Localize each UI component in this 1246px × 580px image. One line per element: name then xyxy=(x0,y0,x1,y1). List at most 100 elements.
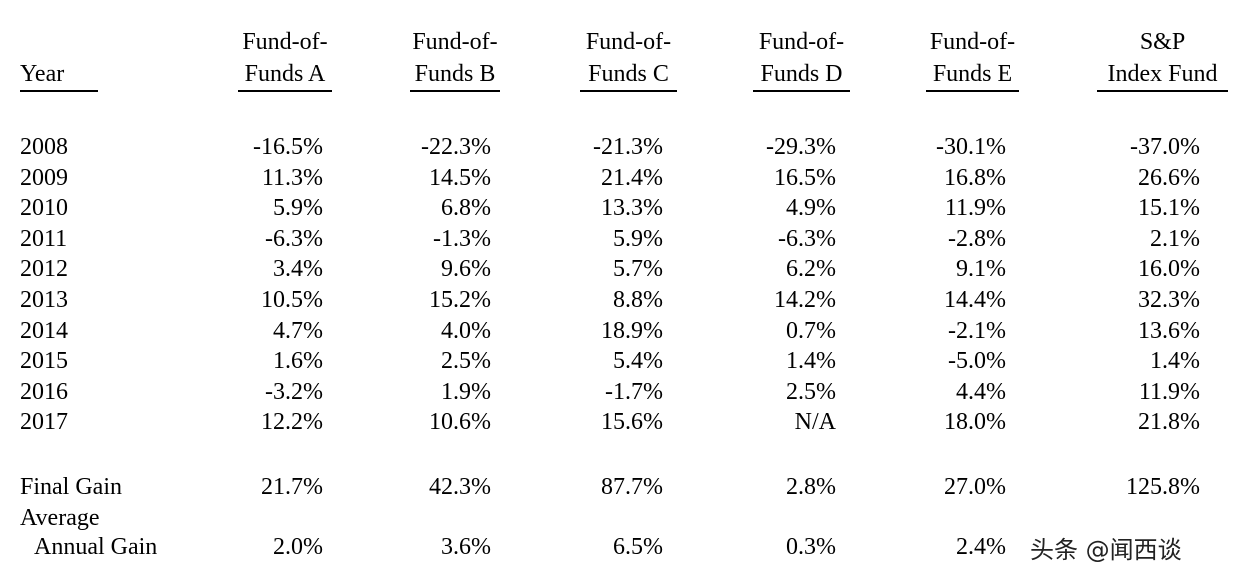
header-line xyxy=(20,26,98,58)
cell: 18.9% xyxy=(601,317,663,344)
cell: 6.2% xyxy=(786,256,836,283)
cell: -29.3% xyxy=(766,134,836,160)
cell: 2.5% xyxy=(441,348,491,375)
watermark: 头条 @闻西谈 xyxy=(1030,536,1182,564)
header-line: Funds D xyxy=(760,61,843,87)
row-label: Annual Gain xyxy=(34,534,158,560)
cell: 11.9% xyxy=(1138,378,1200,405)
column-header: Fund-of- Funds B xyxy=(410,26,500,92)
row-label: Final Gain xyxy=(20,474,122,500)
column-header: Fund-of- Funds C xyxy=(580,26,677,92)
cell: 2.5% xyxy=(786,378,836,405)
cell: 27.0% xyxy=(944,474,1006,500)
header-line: Funds C xyxy=(588,61,669,87)
row-label: 2009 xyxy=(20,164,68,191)
cell: 1.4% xyxy=(1150,348,1200,375)
cell: 15.6% xyxy=(601,409,663,436)
cell: 14.5% xyxy=(429,164,491,191)
header-line: Index Fund xyxy=(1107,61,1218,87)
cell: 32.3% xyxy=(1138,287,1200,313)
cell: -6.3% xyxy=(265,225,323,252)
header-line: Fund-of- xyxy=(929,29,1016,55)
row-label: 2015 xyxy=(20,348,68,375)
row-label: 2013 xyxy=(20,287,68,313)
cell: -37.0% xyxy=(1130,134,1200,160)
row-label: 2014 xyxy=(20,317,68,344)
cell: 14.2% xyxy=(774,287,836,313)
header-line: Funds B xyxy=(414,61,496,87)
cell: 15.2% xyxy=(429,287,491,313)
cell: 4.7% xyxy=(273,317,323,344)
cell: 8.8% xyxy=(613,287,663,313)
cell: 4.4% xyxy=(956,378,1006,405)
cell: -1.3% xyxy=(433,225,491,252)
cell: 26.6% xyxy=(1138,164,1200,191)
header-line: Funds A xyxy=(244,61,326,87)
row-label: Average xyxy=(20,505,100,531)
header-line: Funds E xyxy=(932,61,1013,87)
row-label: 2011 xyxy=(20,225,68,252)
cell: 1.4% xyxy=(786,348,836,375)
cell: 1.6% xyxy=(273,348,323,375)
cell: 13.6% xyxy=(1138,317,1200,344)
cell: 5.4% xyxy=(613,348,663,375)
cell: 9.1% xyxy=(956,256,1006,283)
cell: 21.7% xyxy=(261,474,323,500)
cell: 5.9% xyxy=(273,195,323,222)
cell: 10.6% xyxy=(429,409,491,436)
cell: 14.4% xyxy=(944,287,1006,313)
header-line: Year xyxy=(20,61,65,87)
cell: 18.0% xyxy=(944,409,1006,436)
cell: 12.2% xyxy=(261,409,323,436)
column-header: Year xyxy=(20,26,98,92)
row-label: 2017 xyxy=(20,409,68,436)
cell: 13.3% xyxy=(601,195,663,222)
cell: 4.0% xyxy=(441,317,491,344)
cell: 16.5% xyxy=(774,164,836,191)
cell: 15.1% xyxy=(1138,195,1200,222)
cell: 21.4% xyxy=(601,164,663,191)
cell: -6.3% xyxy=(778,225,836,252)
cell: 4.9% xyxy=(786,195,836,222)
column-header: Fund-of- Funds E xyxy=(926,26,1019,92)
header-line: Fund-of- xyxy=(412,29,498,55)
column-header: Fund-of- Funds D xyxy=(753,26,850,92)
cell: 16.0% xyxy=(1138,256,1200,283)
cell: -30.1% xyxy=(936,134,1006,160)
cell: 0.3% xyxy=(786,534,836,560)
cell: -1.7% xyxy=(605,378,663,405)
cell: 5.9% xyxy=(613,225,663,252)
cell: 9.6% xyxy=(441,256,491,283)
cell: 87.7% xyxy=(601,474,663,500)
cell: 5.7% xyxy=(613,256,663,283)
cell: 6.8% xyxy=(441,195,491,222)
cell: -16.5% xyxy=(253,134,323,160)
cell: 1.9% xyxy=(441,378,491,405)
cell: 3.6% xyxy=(441,534,491,560)
header-line: Fund-of- xyxy=(242,29,328,55)
cell: -22.3% xyxy=(421,134,491,160)
cell: -2.8% xyxy=(948,225,1006,252)
cell: 16.8% xyxy=(944,164,1006,191)
cell: 0.7% xyxy=(786,317,836,344)
header-line: Fund-of- xyxy=(585,29,672,55)
cell: 6.5% xyxy=(613,534,663,560)
cell: 11.9% xyxy=(944,195,1006,222)
cell: 11.3% xyxy=(261,164,323,191)
row-label: 2010 xyxy=(20,195,68,222)
cell: -2.1% xyxy=(948,317,1006,344)
cell: 2.4% xyxy=(956,534,1006,560)
header-line: S&P xyxy=(1139,29,1186,55)
cell: 125.8% xyxy=(1126,474,1200,500)
cell: 42.3% xyxy=(429,474,491,500)
row-label: 2012 xyxy=(20,256,68,283)
cell: -3.2% xyxy=(265,378,323,405)
cell: 3.4% xyxy=(273,256,323,283)
cell: N/A xyxy=(794,409,836,436)
cell: -21.3% xyxy=(593,134,663,160)
cell: 2.1% xyxy=(1150,225,1200,252)
cell: 10.5% xyxy=(261,287,323,313)
cell: 21.8% xyxy=(1138,409,1200,436)
column-header: S&P Index Fund xyxy=(1097,26,1228,92)
